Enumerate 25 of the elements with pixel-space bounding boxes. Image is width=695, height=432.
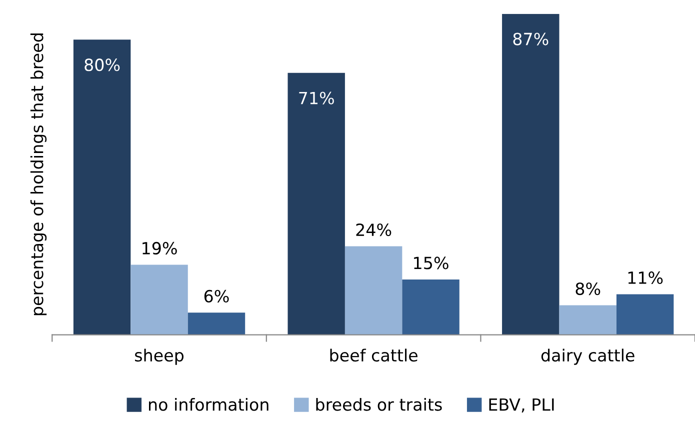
bar <box>502 14 560 335</box>
x-tick-label: sheep <box>135 348 184 365</box>
legend-label: no information <box>149 398 268 411</box>
bar <box>188 312 246 335</box>
data-label: 24% <box>356 223 392 236</box>
data-label: 80% <box>84 58 120 72</box>
y-axis-title: percentage of holdings that breed <box>30 34 47 316</box>
bar <box>130 264 188 335</box>
bar <box>559 305 616 335</box>
data-label: 15% <box>414 256 448 270</box>
legend-label: breeds or traits <box>316 398 442 411</box>
bar <box>402 279 460 335</box>
data-label: 87% <box>513 32 548 46</box>
data-label: 19% <box>142 242 177 255</box>
data-label: 6% <box>204 290 229 302</box>
data-label: 8% <box>576 282 600 296</box>
legend-label: EBV, PLI <box>489 398 554 413</box>
x-tick-label: beef cattle <box>330 348 418 362</box>
bar <box>616 294 674 335</box>
bar <box>344 246 402 335</box>
data-label: 11% <box>628 271 663 284</box>
data-label: 71% <box>299 92 334 104</box>
bar <box>73 40 131 335</box>
bar <box>288 72 345 335</box>
x-tick-label: dairy cattle <box>541 348 634 365</box>
